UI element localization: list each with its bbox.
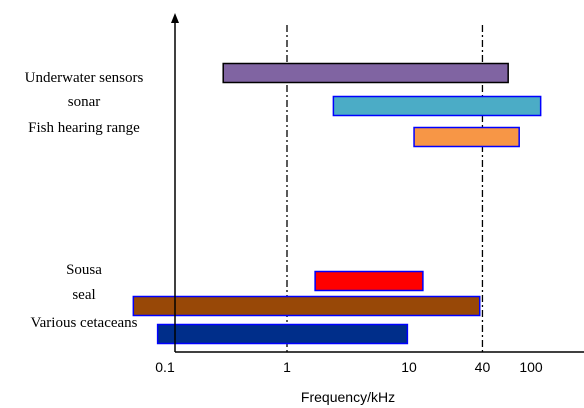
x-axis-title: Frequency/kHz	[301, 389, 395, 405]
range-bars	[132, 62, 542, 345]
x-tick-label-0_1: 0.1	[155, 359, 175, 375]
x-tick-label-10: 10	[401, 359, 417, 375]
range-bar-sonar	[332, 95, 542, 117]
range-bar-seal	[132, 295, 481, 317]
x-tick-label-1: 1	[283, 359, 291, 375]
category-label-various-cetaceans: Various cetaceans	[30, 315, 137, 331]
category-label-seal: seal	[72, 287, 95, 303]
x-tick-label-40: 40	[475, 359, 491, 375]
x-tick-labels: 0.1 1 10 40 100	[155, 359, 543, 375]
category-label-sousa: Sousa	[66, 262, 102, 278]
range-bar-various-cetaceans	[156, 323, 409, 345]
category-label-fish-hearing-range: Fish hearing range	[28, 120, 140, 136]
range-bar-underwater-sensors	[222, 62, 509, 84]
x-tick-label-100: 100	[519, 359, 543, 375]
category-labels: Underwater sensors sonar Fish hearing rang…	[25, 70, 144, 331]
range-bar-sousa	[314, 270, 424, 292]
y-axis-arrowhead	[171, 13, 179, 23]
axes	[171, 13, 584, 353]
category-label-underwater-sensors: Underwater sensors	[25, 70, 144, 86]
category-label-sonar: sonar	[68, 94, 101, 110]
range-bar-fish-hearing-range	[413, 126, 520, 148]
